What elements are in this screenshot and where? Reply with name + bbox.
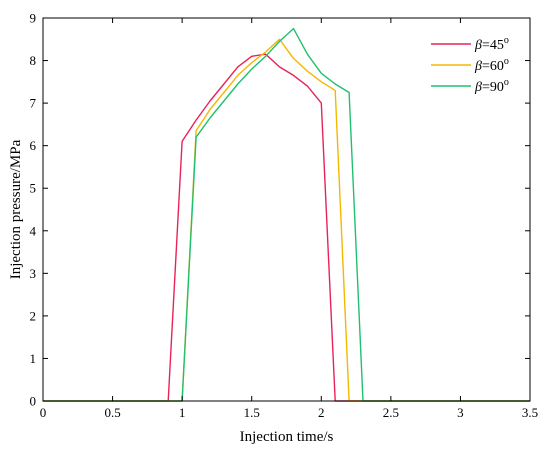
y-tick-label: 6 bbox=[30, 138, 37, 153]
y-tick-label: 2 bbox=[30, 308, 37, 323]
y-tick-label: 7 bbox=[30, 96, 37, 111]
legend-label-1: β=45o bbox=[474, 35, 509, 53]
series-line-1 bbox=[43, 53, 530, 402]
x-tick-label: 1.5 bbox=[244, 405, 260, 420]
y-tick-label: 1 bbox=[30, 351, 37, 366]
legend-symbol: β bbox=[474, 80, 482, 95]
y-tick-label: 0 bbox=[30, 394, 37, 409]
series-line-2 bbox=[43, 38, 530, 402]
y-tick-label: 9 bbox=[30, 11, 37, 26]
legend-symbol: β bbox=[474, 38, 482, 53]
legend-degree: o bbox=[504, 56, 509, 67]
plot-frame bbox=[42, 17, 531, 402]
legend-degree: o bbox=[504, 35, 509, 46]
x-tick-label: 2.5 bbox=[383, 405, 399, 420]
legend-label-3: β=90o bbox=[474, 77, 509, 95]
x-tick-label: 1 bbox=[179, 405, 186, 420]
plot-lines bbox=[43, 27, 530, 402]
axis-tick-labels: 0 0.5 1 1.5 2 2.5 3 3.5 0 1 2 3 4 5 6 7 8 9 bbox=[30, 11, 539, 421]
legend-label-2: β=60o bbox=[474, 56, 509, 74]
y-tick-label: 3 bbox=[30, 266, 37, 281]
x-tick-label: 3 bbox=[457, 405, 464, 420]
y-tick-label: 8 bbox=[30, 53, 37, 68]
legend-value: =90 bbox=[482, 80, 504, 95]
legend-value: =45 bbox=[482, 38, 504, 53]
legend-degree: o bbox=[504, 77, 509, 88]
x-tick-label: 2 bbox=[318, 405, 325, 420]
axis-ticks bbox=[42, 17, 531, 402]
x-tick-label: 0.5 bbox=[104, 405, 120, 420]
series-line-3 bbox=[43, 27, 530, 402]
y-tick-label: 5 bbox=[30, 181, 37, 196]
y-axis-title: Injection pressure/MPa bbox=[8, 139, 24, 279]
x-tick-label: 3.5 bbox=[522, 405, 538, 420]
y-tick-label: 4 bbox=[30, 223, 37, 238]
legend-symbol: β bbox=[474, 59, 482, 74]
x-axis-title: Injection time/s bbox=[240, 429, 334, 445]
legend-value: =60 bbox=[482, 59, 504, 74]
x-tick-label: 0 bbox=[40, 405, 47, 420]
